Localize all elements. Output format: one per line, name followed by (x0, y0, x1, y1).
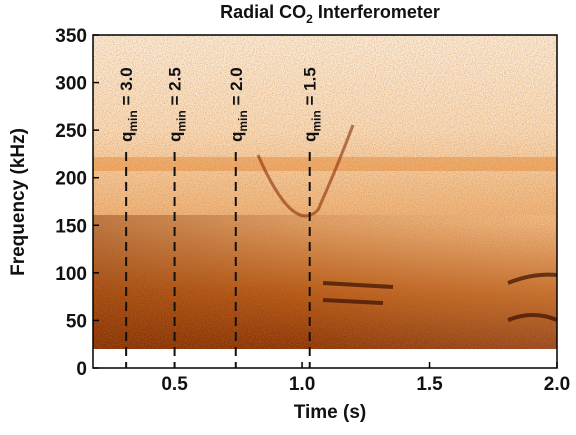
mode-feature (322, 272, 558, 322)
annotation-subscript: min (126, 110, 140, 131)
title-subscript: 2 (306, 12, 313, 26)
annotation-text: = 2.0 (227, 67, 246, 110)
y-tick-label: 150 (55, 216, 87, 237)
x-tick-label: 2.0 (544, 374, 570, 395)
title-rest: Interferometer (313, 2, 440, 22)
annotation-symbol: q (166, 132, 185, 142)
annotation-symbol: q (117, 132, 136, 142)
annotation-symbol: q (227, 132, 246, 142)
y-tick-label: 350 (55, 26, 87, 47)
annotation-text: = 2.5 (166, 67, 185, 110)
y-axis-label: Frequency (kHz) (8, 128, 29, 276)
annotation-subscript: min (175, 110, 189, 131)
x-tick-label: 1.5 (416, 374, 443, 395)
y-tick-label: 300 (55, 74, 87, 95)
annotation-label: qmin = 1.5 (301, 67, 324, 142)
y-tick-label: 100 (55, 264, 87, 285)
frame (92, 34, 558, 369)
y-tick-label: 250 (55, 121, 87, 142)
y-tick-label: 50 (66, 311, 87, 332)
mode-feature (256, 124, 355, 218)
title-text: Radial CO (220, 2, 306, 22)
annotation-text: = 3.0 (117, 67, 136, 110)
annotation-symbol: q (301, 132, 320, 142)
y-tick-label: 0 (76, 359, 87, 380)
annotation-subscript: min (236, 110, 250, 131)
annotation-label: qmin = 2.5 (166, 67, 189, 142)
x-tick-label: 1.0 (289, 374, 315, 395)
annotation-text: = 1.5 (301, 67, 320, 110)
chart-title: Radial CO2 Interferometer (220, 2, 440, 26)
x-tick-label: 0.5 (161, 374, 188, 395)
annotation-label: qmin = 2.0 (227, 67, 250, 142)
annotation-label: qmin = 3.0 (117, 67, 140, 142)
x-axis-label: Time (s) (294, 402, 367, 423)
y-tick-label: 200 (55, 169, 87, 190)
annotation-subscript: min (310, 110, 324, 131)
